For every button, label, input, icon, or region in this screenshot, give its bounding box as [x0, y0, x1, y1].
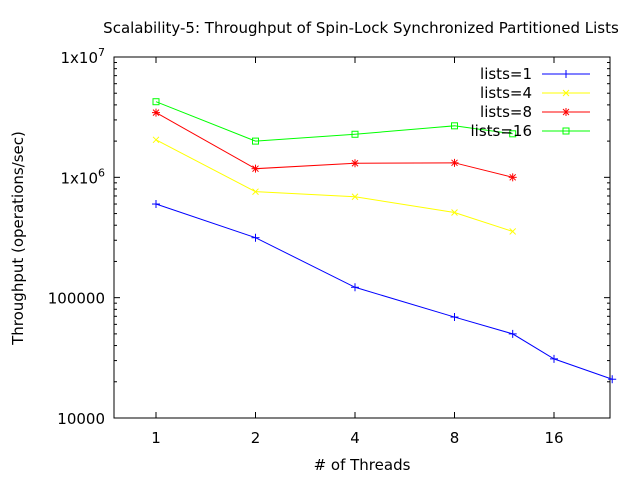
legend-label: lists=4	[480, 84, 532, 102]
y-tick-base: 10000	[57, 410, 105, 428]
x-tick-label: 1	[151, 429, 161, 447]
x-tick-label: 2	[251, 429, 261, 447]
y-tick-exponent: 7	[98, 46, 105, 59]
x-tick-label: 16	[544, 429, 563, 447]
data-point-lists-8	[251, 164, 260, 173]
series-line-lists-4	[155, 139, 513, 232]
data-point-lists-8	[152, 108, 160, 117]
y-tick-base: 1x10	[60, 169, 98, 187]
data-point-lists-8	[351, 159, 359, 168]
data-point-lists-8	[450, 158, 459, 167]
legend-marker	[562, 70, 570, 78]
y-tick-label: 10000	[57, 410, 105, 428]
data-point-lists-1	[152, 200, 160, 209]
y-tick-base: 100000	[48, 290, 105, 308]
data-point-lists-16	[152, 98, 160, 106]
y-tick-label: 100000	[48, 290, 105, 308]
plot-frame	[113, 56, 611, 419]
data-point-lists-1	[608, 375, 617, 384]
x-tick-label: 4	[350, 429, 360, 447]
data-point-lists-4	[509, 228, 517, 235]
data-point-lists-16	[509, 130, 517, 138]
y-tick-exponent: 6	[98, 166, 105, 179]
chart-title: Scalability-5: Throughput of Spin-Lock S…	[103, 19, 619, 37]
legend-label: lists=16	[470, 122, 532, 140]
x-axis-label: # of Threads	[313, 456, 411, 474]
y-tick-label: 1x107	[60, 46, 105, 67]
data-point-lists-4	[451, 209, 458, 216]
data-point-lists-16	[451, 122, 458, 130]
y-tick-label: 1x106	[60, 166, 105, 187]
data-point-lists-1	[351, 283, 359, 292]
data-point-lists-4	[351, 193, 359, 201]
y-tick-base: 1x10	[60, 49, 98, 67]
data-point-lists-1	[450, 313, 459, 322]
data-point-lists-4	[252, 188, 259, 196]
data-point-lists-1	[508, 329, 517, 338]
x-tick-label: 8	[450, 429, 460, 447]
legend-marker	[562, 108, 570, 116]
legend-marker	[562, 89, 570, 97]
data-point-lists-16	[252, 137, 259, 145]
data-point-lists-16	[351, 130, 359, 138]
data-point-lists-1	[550, 354, 558, 363]
legend-marker	[562, 127, 570, 135]
legend-label: lists=8	[480, 103, 532, 121]
series-line-lists-1	[155, 203, 613, 380]
data-point-lists-1	[251, 233, 260, 242]
data-point-lists-4	[152, 136, 160, 144]
legend-label: lists=1	[480, 65, 532, 83]
data-point-lists-8	[508, 173, 517, 182]
series-line-lists-16	[155, 101, 513, 142]
